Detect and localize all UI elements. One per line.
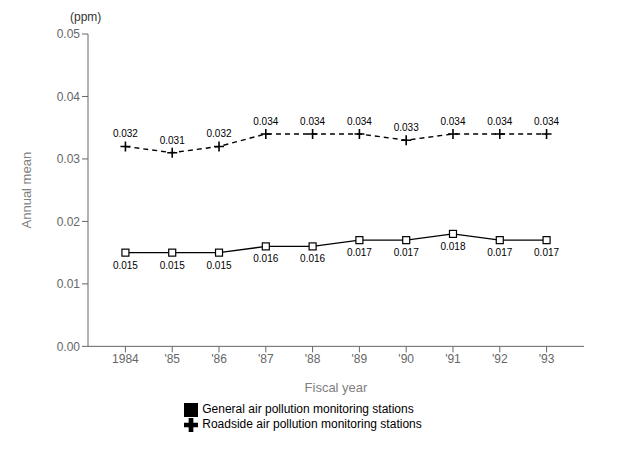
svg-text:0.017: 0.017 (487, 247, 512, 258)
html-text:General air pollution monitori: General air pollution monitoring station… (202, 402, 414, 417)
svg-text:0.033: 0.033 (394, 122, 419, 133)
svg-text:0.034: 0.034 (534, 116, 559, 127)
svg-text:'85: '85 (164, 352, 180, 366)
svg-text:0.016: 0.016 (300, 253, 325, 264)
svg-text:0.015: 0.015 (207, 260, 232, 271)
svg-text:0.032: 0.032 (207, 128, 232, 139)
svg-text:'87: '87 (258, 352, 274, 366)
svg-text:0.032: 0.032 (113, 128, 138, 139)
svg-text:0.05: 0.05 (57, 27, 81, 41)
svg-text:'93: '93 (539, 352, 555, 366)
svg-text:0.034: 0.034 (347, 116, 372, 127)
svg-text:Fiscal year: Fiscal year (305, 380, 369, 395)
svg-text:'88: '88 (305, 352, 321, 366)
svg-text:0.018: 0.018 (440, 241, 465, 252)
svg-text:0.015: 0.015 (160, 260, 185, 271)
svg-text:1984: 1984 (112, 352, 139, 366)
svg-text:0.017: 0.017 (347, 247, 372, 258)
svg-text:0.016: 0.016 (253, 253, 278, 264)
svg-text:0.031: 0.031 (160, 135, 185, 146)
svg-text:0.034: 0.034 (253, 116, 278, 127)
svg-text:'90: '90 (398, 352, 414, 366)
svg-text:'92: '92 (492, 352, 508, 366)
svg-text:0.017: 0.017 (534, 247, 559, 258)
svg-text:0.00: 0.00 (57, 340, 81, 354)
svg-text:0.03: 0.03 (57, 152, 81, 166)
svg-text:Annual mean: Annual mean (19, 152, 34, 229)
svg-text:0.034: 0.034 (440, 116, 465, 127)
html-text:Roadside air pollution monitor: Roadside air pollution monitoring statio… (202, 417, 422, 432)
svg-text:0.01: 0.01 (57, 277, 81, 291)
svg-text:0.034: 0.034 (300, 116, 325, 127)
svg-text:0.015: 0.015 (113, 260, 138, 271)
svg-text:0.02: 0.02 (57, 215, 81, 229)
svg-text:'89: '89 (352, 352, 368, 366)
html-text:(ppm): (ppm) (70, 10, 102, 24)
svg-text:0.04: 0.04 (57, 90, 81, 104)
svg-text:0.034: 0.034 (487, 116, 512, 127)
svg-text:'91: '91 (445, 352, 461, 366)
svg-text:0.017: 0.017 (394, 247, 419, 258)
svg-text:'86: '86 (211, 352, 227, 366)
